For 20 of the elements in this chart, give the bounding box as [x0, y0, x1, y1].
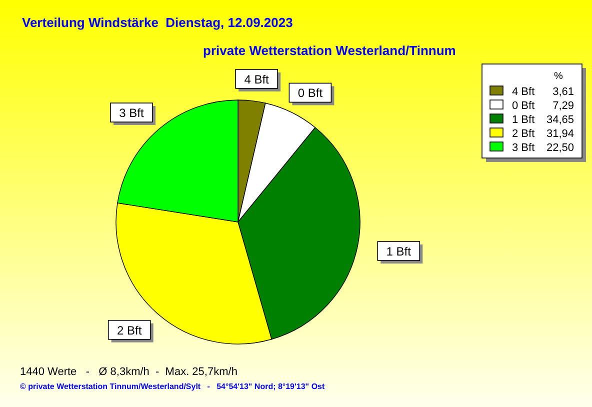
- data-label: 22,50: [546, 142, 574, 154]
- legend-label: 3 Bft: [512, 142, 535, 154]
- slice-label: 3 Bft: [119, 106, 144, 120]
- slice-label: 4 Bft: [244, 72, 270, 86]
- chart-subtitle: private Wetterstation Westerland/Tinnum: [203, 43, 456, 58]
- data-label: 7,29: [552, 100, 574, 112]
- data-label: 34,65: [546, 114, 574, 126]
- chart-title: Verteilung Windstärke Dienstag, 12.09.2023: [22, 15, 293, 30]
- legend-label: 2 Bft: [512, 128, 535, 140]
- slice-label: 1 Bft: [386, 244, 412, 259]
- text: 1440 Werte - Ø 8,3km/h - Max. 25,7km/h: [20, 366, 238, 378]
- legend-label: 0 Bft: [512, 100, 535, 112]
- text: © private Wetterstation Tinnum/Westerland/Sylt - 54°54'13" Nord; 8°19'13" Ost: [20, 382, 325, 391]
- legend-label: 4 Bft: [512, 86, 535, 98]
- data-label: 31,94: [546, 128, 574, 140]
- legend-title: %: [554, 71, 563, 82]
- legend-label: 1 Bft: [512, 114, 535, 126]
- slice-label: 2 Bft: [117, 323, 142, 338]
- data-label: 3,61: [552, 86, 574, 98]
- slice-label: 0 Bft: [298, 86, 324, 100]
